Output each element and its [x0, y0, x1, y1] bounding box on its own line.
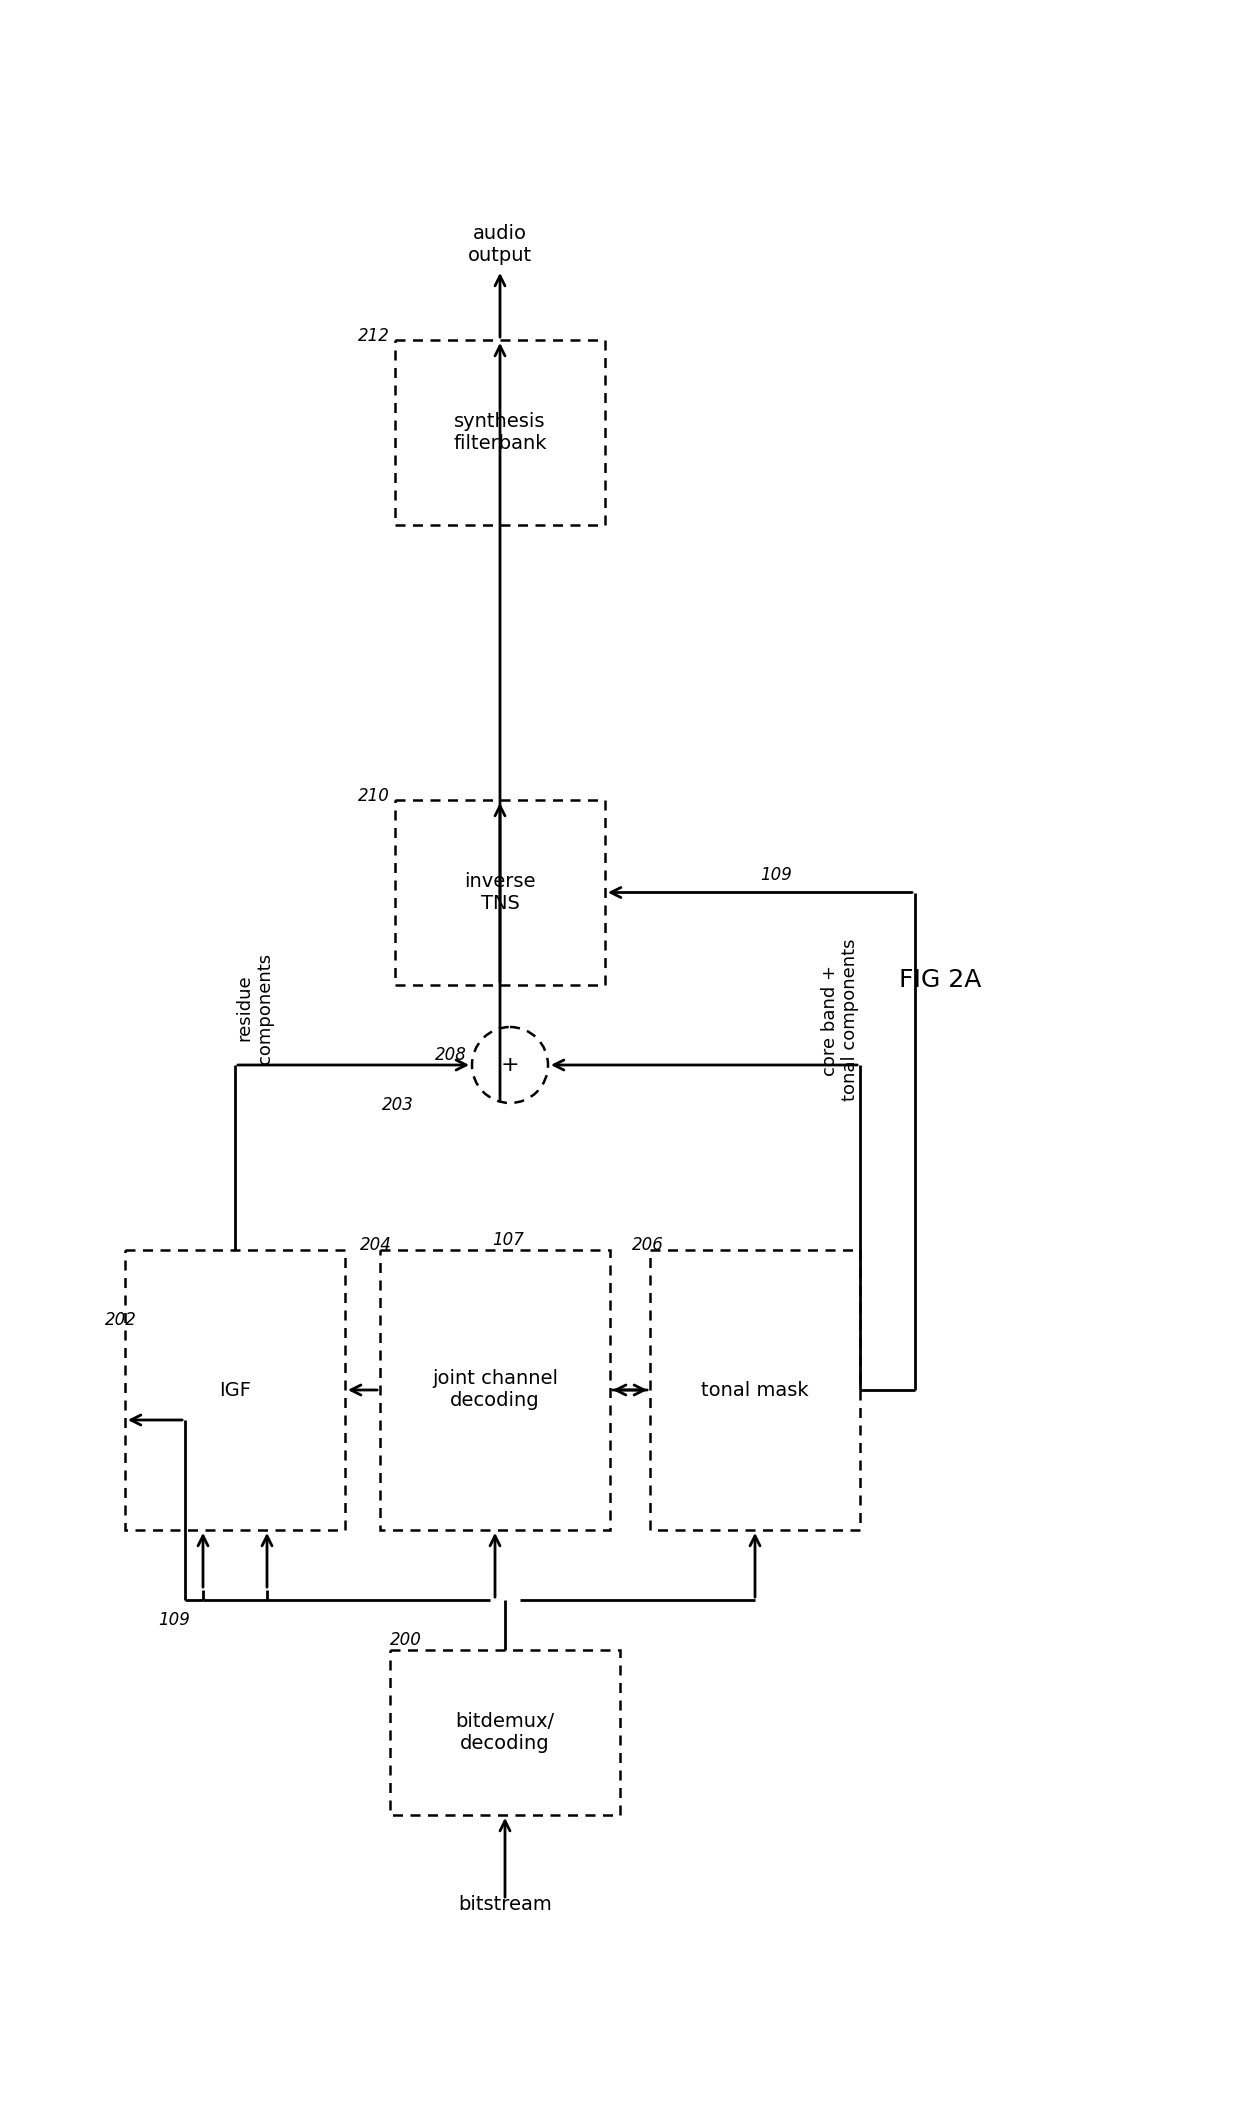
Text: 210: 210: [358, 786, 389, 805]
FancyBboxPatch shape: [391, 1650, 620, 1814]
Text: bitdemux/
decoding: bitdemux/ decoding: [455, 1711, 554, 1753]
Text: synthesis
filterbank: synthesis filterbank: [454, 412, 547, 454]
FancyBboxPatch shape: [396, 341, 605, 526]
FancyBboxPatch shape: [650, 1251, 861, 1530]
Text: 107: 107: [492, 1232, 523, 1249]
Text: 202: 202: [105, 1312, 136, 1328]
Text: residue
components: residue components: [236, 952, 274, 1064]
Text: tonal mask: tonal mask: [701, 1381, 808, 1400]
Text: 109: 109: [157, 1610, 190, 1629]
Text: 208: 208: [435, 1047, 467, 1064]
Text: joint channel
decoding: joint channel decoding: [432, 1371, 558, 1410]
Text: inverse
TNS: inverse TNS: [464, 872, 536, 912]
Text: 109: 109: [760, 866, 792, 885]
FancyBboxPatch shape: [379, 1251, 610, 1530]
Text: bitstream: bitstream: [458, 1896, 552, 1915]
Text: core band +
tonal components: core band + tonal components: [821, 940, 859, 1101]
Text: IGF: IGF: [219, 1381, 250, 1400]
Text: FIG 2A: FIG 2A: [899, 969, 981, 992]
Text: 203: 203: [382, 1095, 414, 1114]
Text: 206: 206: [632, 1236, 663, 1255]
FancyBboxPatch shape: [125, 1251, 345, 1530]
Text: audio
output: audio output: [467, 225, 532, 265]
Text: 212: 212: [358, 328, 389, 345]
Text: 200: 200: [391, 1631, 422, 1648]
FancyBboxPatch shape: [396, 801, 605, 986]
Text: +: +: [501, 1055, 520, 1074]
Text: 204: 204: [360, 1236, 392, 1255]
